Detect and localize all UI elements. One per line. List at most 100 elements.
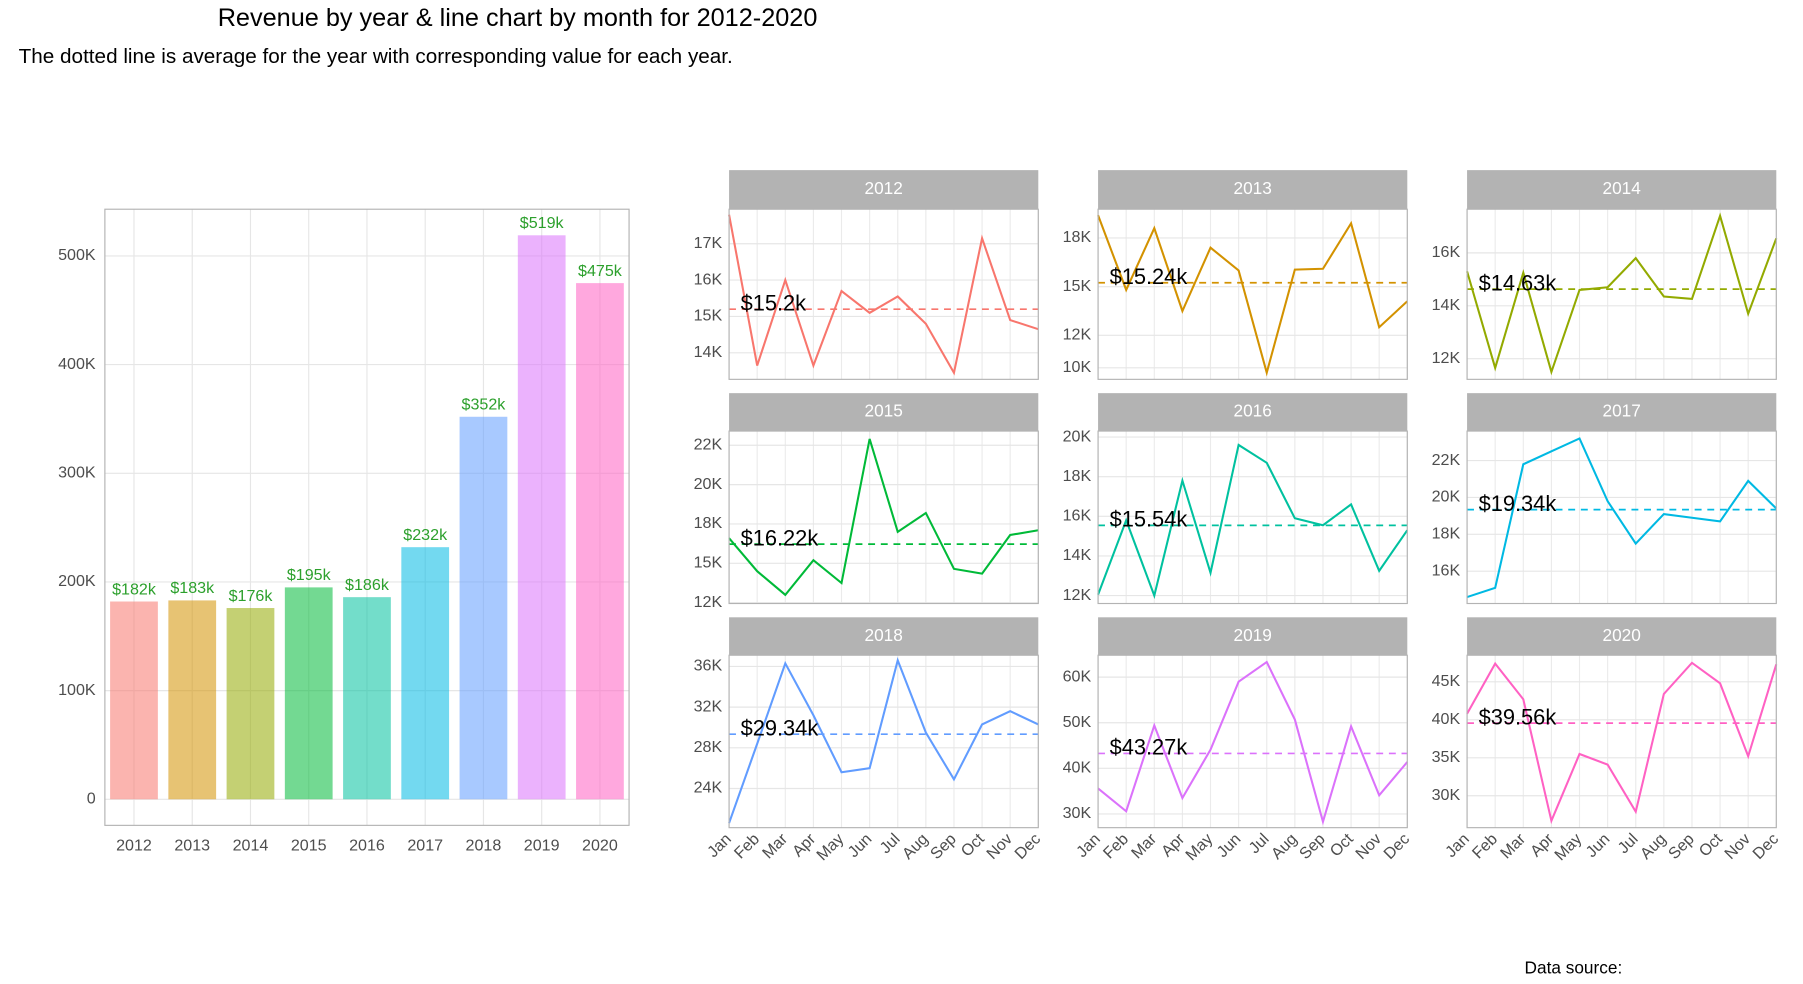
x-tick-label: Nov <box>1352 830 1385 863</box>
y-tick-label: 15K <box>694 554 723 572</box>
x-tick-label: Jul <box>1614 830 1641 857</box>
panel-background <box>729 431 1039 604</box>
x-tick-label: Jun <box>844 830 875 861</box>
panel-border <box>1097 430 1408 605</box>
x-tick-label: Sep <box>1665 830 1698 863</box>
bar <box>401 547 450 800</box>
value-label: $352k <box>462 396 507 414</box>
bar <box>284 587 333 800</box>
y-tick-label: 30K <box>1063 804 1092 822</box>
x-tick-label: Aug <box>1268 830 1301 863</box>
x-tick-label: 2016 <box>349 836 385 854</box>
bar <box>459 416 508 800</box>
y-tick-label: 300K <box>58 464 96 482</box>
mean-label: $43.27k <box>1110 735 1188 760</box>
panel-title: 2013 <box>1234 178 1272 198</box>
bar <box>343 597 391 800</box>
y-tick-label: 50K <box>1063 713 1092 731</box>
y-tick-label: 14K <box>694 343 723 361</box>
data-line <box>728 656 1039 824</box>
y-tick-label: 400K <box>58 355 96 373</box>
x-tick-label: Feb <box>1100 830 1132 862</box>
value-label: $182k <box>112 580 157 598</box>
x-tick-label: Feb <box>731 830 763 862</box>
x-tick-label: May <box>813 830 847 864</box>
strip <box>1098 393 1408 432</box>
x-tick-label: Jul <box>1245 830 1272 857</box>
y-tick-label: 40K <box>1432 710 1461 728</box>
panel-border <box>104 208 630 826</box>
x-tick-label: Oct <box>1695 830 1726 861</box>
x-tick-label: Nov <box>1721 830 1754 863</box>
x-tick-label: Sep <box>927 830 960 863</box>
y-tick-label: 18K <box>1432 525 1461 543</box>
y-tick-label: 60K <box>1063 667 1092 685</box>
data-line <box>1097 660 1409 826</box>
mean-label: $19.34k <box>1479 491 1557 516</box>
panel-title: 2014 <box>1603 178 1642 198</box>
x-tick-label: Oct <box>1326 830 1357 861</box>
panel-background <box>1467 209 1777 380</box>
subtitle: The dotted line is average for the year … <box>19 45 733 68</box>
value-label: $519k <box>520 214 565 232</box>
x-tick-label: Dec <box>1011 830 1044 863</box>
panel-border <box>728 430 1039 605</box>
y-tick-label: 18K <box>1063 467 1092 485</box>
y-tick-label: 14K <box>1063 546 1092 564</box>
data-line <box>728 214 1039 376</box>
x-tick-label: Dec <box>1380 830 1413 863</box>
panel-border <box>728 208 1039 380</box>
x-tick-label: Jan <box>1073 830 1104 861</box>
y-tick-label: 12K <box>1432 349 1461 367</box>
x-tick-label: 2020 <box>582 836 618 854</box>
y-tick-label: 36K <box>694 657 723 675</box>
panel-border <box>1097 208 1408 380</box>
panel-title: 2016 <box>1234 401 1272 421</box>
bar <box>226 608 275 800</box>
data-line <box>1097 443 1409 600</box>
panel-border <box>728 654 1039 829</box>
bar <box>168 600 217 800</box>
y-tick-label: 16K <box>694 270 723 288</box>
value-label: $232k <box>403 526 448 544</box>
panel-title: 2015 <box>865 401 903 421</box>
x-tick-label: Apr <box>1527 830 1558 861</box>
y-tick-label: 12K <box>694 593 723 611</box>
y-tick-label: 22K <box>694 435 723 453</box>
x-tick-label: Dec <box>1749 830 1782 863</box>
y-tick-label: 15K <box>694 307 723 325</box>
y-tick-label: 20K <box>1063 427 1092 445</box>
mean-label: $14.63k <box>1479 270 1557 295</box>
value-label: $475k <box>578 262 623 280</box>
x-tick-label: Jun <box>1213 830 1244 861</box>
strip <box>729 393 1039 432</box>
panel-background <box>729 655 1039 828</box>
y-tick-label: 20K <box>694 475 723 493</box>
x-tick-label: May <box>1551 830 1585 864</box>
y-tick-label: 35K <box>1432 748 1461 766</box>
y-tick-label: 16K <box>1432 243 1461 261</box>
y-tick-label: 22K <box>1432 451 1461 469</box>
x-tick-label: Aug <box>1637 830 1670 863</box>
title: Revenue by year & line chart by month fo… <box>218 4 818 32</box>
footer: Data source: <box>1525 958 1623 978</box>
x-tick-label: 2012 <box>116 836 152 854</box>
x-tick-label: Mar <box>1128 830 1161 863</box>
panel-title: 2018 <box>865 625 903 645</box>
strip <box>1467 393 1777 432</box>
x-tick-label: 2019 <box>524 836 560 854</box>
panel-title: 2020 <box>1603 625 1641 645</box>
y-tick-label: 45K <box>1432 672 1461 690</box>
panel-title: 2017 <box>1603 401 1641 421</box>
mean-label: $16.22k <box>741 525 819 550</box>
panel-background <box>1098 209 1408 380</box>
x-tick-label: Mar <box>759 830 792 863</box>
y-tick-label: 18K <box>694 514 723 532</box>
y-tick-label: 40K <box>1063 759 1092 777</box>
x-tick-label: Jan <box>704 830 735 861</box>
x-tick-label: 2018 <box>466 836 502 854</box>
mean-label: $29.34k <box>741 715 819 740</box>
strip <box>1467 617 1777 656</box>
